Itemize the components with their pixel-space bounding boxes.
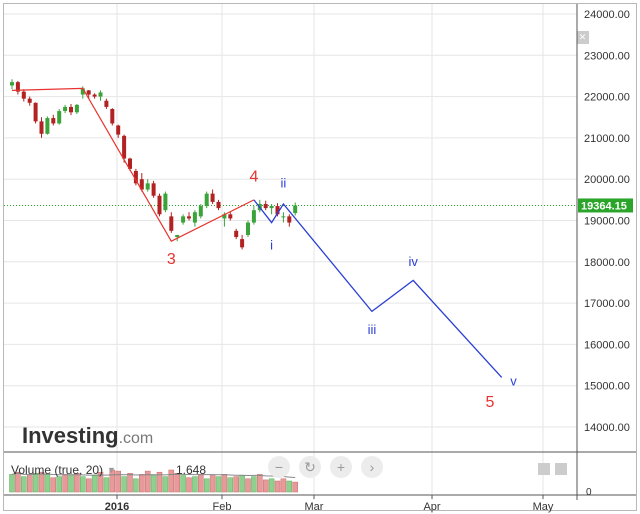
chart-header: Hang Seng, Hong Kong, D, Hong Kong (CFD)…	[10, 9, 429, 31]
chart-frame	[3, 3, 637, 511]
scroll-right-icon[interactable]: ›	[361, 456, 383, 478]
ohlc-open-value: 19179.95	[25, 36, 76, 50]
dot-icon	[522, 17, 530, 25]
ohlc-low-key: L	[154, 36, 161, 50]
ohlc-open-key: O	[12, 36, 22, 50]
status-text: closed	[535, 14, 570, 28]
gear-icon[interactable]: ⚙	[414, 13, 429, 27]
eye-icon[interactable]: ◉	[396, 13, 411, 27]
ohlc-readout: O 19179.95 H 19436.71 L 19122.56 C 19364.15	[12, 36, 294, 50]
volume-legend: Volume (true, 20) ▼ 1.648	[11, 463, 206, 477]
zoom-in-icon[interactable]: +	[330, 456, 352, 478]
chart-navigation: − ↻ + ›	[268, 456, 392, 478]
volume-label: Volume (true, 20)	[11, 463, 104, 477]
market-status: closed	[522, 14, 570, 28]
zoom-out-icon[interactable]: −	[268, 456, 290, 478]
investing-logo: Investing.com	[22, 423, 153, 449]
ohlc-high-value: 19436.71	[96, 36, 147, 50]
volume-value: 1.648	[175, 463, 206, 477]
header-tools: ⇩ □ ✕	[538, 31, 589, 44]
volume-caret-icon[interactable]: ▼	[107, 465, 116, 475]
logo-suffix: .com	[118, 430, 154, 447]
down-arrow-icon[interactable]: ⇩	[542, 31, 555, 44]
reset-icon[interactable]: ↻	[299, 456, 321, 478]
close-icon[interactable]: ✕	[576, 31, 589, 44]
collapse-icon[interactable]	[10, 14, 21, 26]
ohlc-close-key: C	[222, 36, 232, 50]
instrument-title[interactable]: Hang Seng, Hong Kong, D, Hong Kong (CFD)	[27, 10, 378, 29]
dropdown-caret-icon[interactable]: ▼	[382, 14, 393, 26]
ohlc-high-key: H	[83, 36, 93, 50]
logo-name: Investing	[22, 423, 119, 448]
ohlc-low-value: 19122.56	[164, 36, 215, 50]
expand-icon[interactable]: □	[559, 31, 572, 44]
ohlc-close-value: 19364.15	[235, 36, 286, 50]
